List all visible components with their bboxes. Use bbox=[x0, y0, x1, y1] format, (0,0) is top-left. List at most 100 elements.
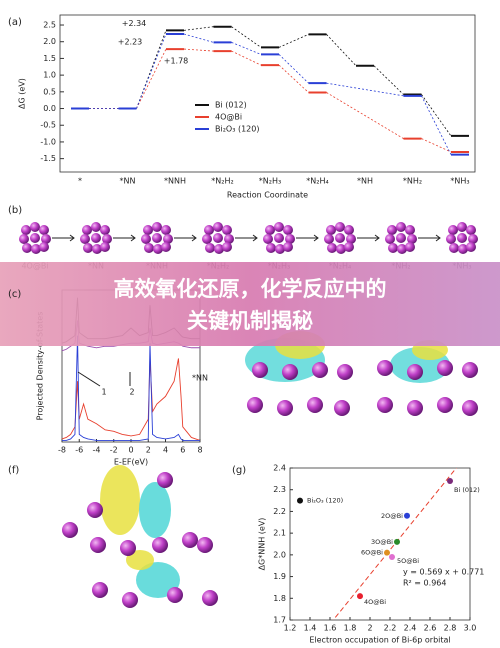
point bbox=[394, 538, 400, 545]
atom bbox=[39, 242, 49, 252]
atom bbox=[222, 225, 232, 235]
atom bbox=[83, 243, 93, 253]
connector bbox=[421, 138, 452, 153]
banner-title: 高效氧化还原，化学反应中的 bbox=[114, 277, 387, 301]
atom bbox=[282, 364, 298, 380]
atom bbox=[324, 234, 334, 244]
atom bbox=[335, 222, 345, 232]
atom bbox=[182, 532, 198, 548]
atom bbox=[102, 234, 112, 244]
connector bbox=[326, 82, 404, 97]
atom bbox=[100, 225, 110, 235]
connector bbox=[231, 42, 262, 55]
atom bbox=[22, 243, 32, 253]
panel-label: (g) bbox=[232, 465, 246, 476]
connector bbox=[278, 54, 309, 84]
y-tick-label: 1.9 bbox=[273, 572, 286, 581]
plot-frame bbox=[289, 467, 471, 621]
legend-label: 4O@Bi bbox=[215, 113, 242, 122]
connector bbox=[326, 34, 357, 67]
atom bbox=[91, 222, 101, 232]
x-tick-label: *NH bbox=[357, 177, 373, 186]
atom bbox=[30, 233, 40, 243]
atom bbox=[385, 234, 395, 244]
x-tick-label: 1.8 bbox=[344, 624, 357, 633]
y-tick-label: 0.0 bbox=[43, 104, 56, 113]
atom bbox=[336, 244, 346, 254]
atom bbox=[202, 590, 218, 606]
x-tick-label: 2.8 bbox=[444, 624, 457, 633]
x-tick-label: 2 bbox=[367, 624, 372, 633]
point-label: Bi₂O₃ (120) bbox=[307, 497, 343, 505]
atom bbox=[285, 234, 295, 244]
y-tick-label: -1.0 bbox=[40, 137, 56, 146]
x-tick-label: -4 bbox=[93, 446, 101, 455]
atom bbox=[252, 362, 268, 378]
arrow bbox=[296, 234, 319, 242]
atom bbox=[346, 234, 356, 244]
panel-label: (f) bbox=[8, 465, 19, 476]
point-label: 5O@Bi bbox=[397, 557, 419, 565]
atom bbox=[213, 233, 223, 243]
atom bbox=[312, 362, 328, 378]
x-tick-label: *N₂H₂ bbox=[211, 177, 233, 186]
connector bbox=[421, 95, 452, 155]
atom bbox=[388, 243, 398, 253]
panel-label: (c) bbox=[8, 289, 21, 300]
atom bbox=[462, 400, 478, 416]
atom bbox=[122, 592, 138, 608]
equation: y = 0.569 x + 0.771 bbox=[403, 568, 484, 577]
x-tick-label: 2.2 bbox=[384, 624, 397, 633]
y-axis-title: ΔG*NNH (eV) bbox=[258, 518, 267, 571]
y-tick-label: 2.4 bbox=[273, 464, 286, 473]
arrow bbox=[235, 234, 258, 242]
arrow bbox=[52, 234, 75, 242]
arrow bbox=[113, 234, 136, 242]
y-tick-label: -1.5 bbox=[40, 154, 56, 163]
atom bbox=[30, 222, 40, 232]
x-tick-label: -8 bbox=[58, 446, 66, 455]
atom bbox=[274, 233, 284, 243]
atom bbox=[100, 242, 110, 252]
connector bbox=[183, 33, 214, 43]
atom bbox=[265, 225, 275, 235]
point-label: 4O@Bi bbox=[364, 598, 386, 606]
legend-label: Bi₂O₃ (120) bbox=[215, 125, 259, 134]
x-tick-label: *NH₂ bbox=[403, 177, 422, 186]
atom bbox=[247, 397, 263, 413]
atom bbox=[466, 242, 476, 252]
annotation-line bbox=[77, 371, 101, 387]
y-tick-label: 2.0 bbox=[43, 37, 56, 46]
arrow bbox=[174, 234, 197, 242]
atom bbox=[377, 360, 393, 376]
point bbox=[404, 512, 410, 519]
y-tick-label: 2.5 bbox=[43, 21, 56, 30]
x-tick-label: 2.4 bbox=[404, 624, 417, 633]
atom bbox=[62, 522, 78, 538]
y-tick-label: -0.5 bbox=[40, 121, 56, 130]
atom bbox=[214, 244, 224, 254]
atom bbox=[446, 234, 456, 244]
atom bbox=[458, 244, 468, 254]
atom bbox=[466, 225, 476, 235]
y-tick-label: 1.8 bbox=[273, 594, 286, 603]
point-label: Bi (012) bbox=[454, 486, 480, 494]
atom bbox=[405, 225, 415, 235]
connector bbox=[373, 65, 404, 95]
atom bbox=[307, 397, 323, 413]
x-tick-label: -2 bbox=[110, 446, 118, 455]
atom bbox=[92, 582, 108, 598]
atom bbox=[407, 234, 417, 244]
atom bbox=[468, 234, 478, 244]
connector bbox=[231, 50, 262, 66]
x-tick-label: *N₂H₃ bbox=[259, 177, 281, 186]
atom bbox=[457, 233, 467, 243]
connector bbox=[183, 26, 214, 31]
y-tick-label: 1.5 bbox=[43, 54, 56, 63]
plot-frame bbox=[59, 14, 476, 173]
annotation: 1 bbox=[101, 388, 106, 397]
atom bbox=[143, 225, 153, 235]
annotation: 2 bbox=[129, 388, 134, 397]
atom bbox=[326, 225, 336, 235]
atom bbox=[41, 234, 51, 244]
